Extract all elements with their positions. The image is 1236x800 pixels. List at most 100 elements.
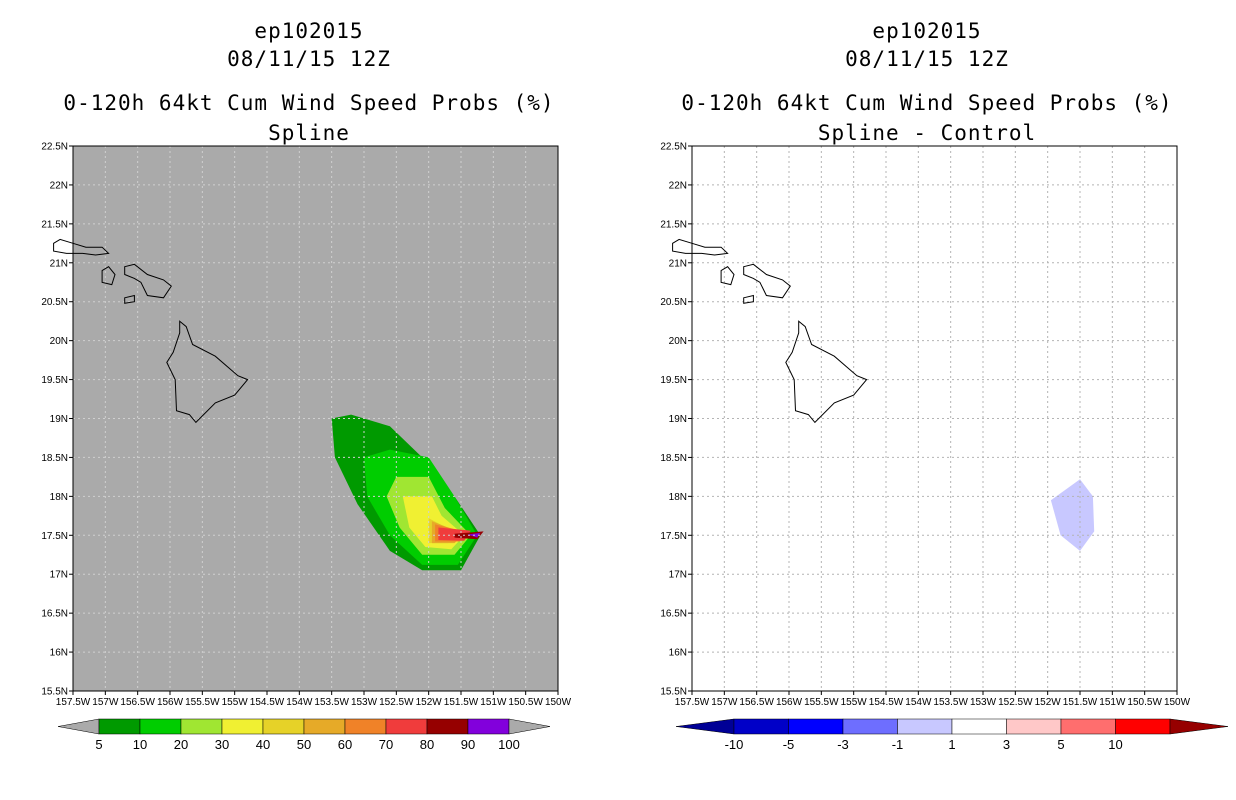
right-colorbar-label: 5 xyxy=(1057,737,1064,752)
left-ytick-label: 17.5N xyxy=(41,531,68,542)
left-xtick-label: 150.5W xyxy=(508,697,543,708)
left-title-line4: Spline xyxy=(268,121,350,145)
left-colorbar-box xyxy=(426,718,469,735)
right-xtick-label: 150.5W xyxy=(1127,697,1162,708)
left-coastline-1 xyxy=(101,266,116,286)
left-ytick-label: 21.5N xyxy=(41,219,68,230)
right-xtick-label: 151.5W xyxy=(1063,697,1098,708)
right-ytick-label: 21N xyxy=(669,258,687,269)
left-colorbar-box xyxy=(344,718,387,735)
left-colorbar-box xyxy=(262,718,305,735)
right-xtick-label: 150W xyxy=(1164,697,1191,708)
right-xtick-label: 151W xyxy=(1099,697,1126,708)
left-colorbar-box xyxy=(180,718,223,735)
right-title-line1: ep102015 xyxy=(872,19,982,43)
right-xtick-label: 153.5W xyxy=(933,697,968,708)
left-map-panel: 157.5W 157W 156.5W 156W 155.5W 155W 154.5W 154W… xyxy=(41,142,571,753)
left-xtick-label: 155.5W xyxy=(185,697,220,708)
left-ytick-label: 20N xyxy=(50,336,68,347)
left-xtick-label: 150W xyxy=(545,697,572,708)
left-colorbar-label: 100 xyxy=(498,737,520,752)
left-xtick-label: 155W xyxy=(222,697,249,708)
right-ytick-label: 20N xyxy=(669,336,687,347)
left-colorbar-label: 20 xyxy=(174,737,188,752)
left-title-line2: 08/11/15 12Z xyxy=(227,47,391,71)
right-xtick-label: 157.5W xyxy=(675,697,710,708)
right-colorbar-right-arrow xyxy=(1169,718,1229,735)
left-xtick-label: 153W xyxy=(351,697,378,708)
right-xtick-label: 155.5W xyxy=(804,697,839,708)
left-xtick-label: 157.5W xyxy=(56,697,91,708)
left-coastline-4 xyxy=(166,320,249,424)
right-xtick-label: 152W xyxy=(1035,697,1062,708)
left-colorbar-label: 50 xyxy=(297,737,311,752)
right-xtick-label: 155W xyxy=(841,697,868,708)
right-ytick-label: 17N xyxy=(669,570,687,581)
right-xtick-label: 156W xyxy=(776,697,803,708)
right-ytick-label: 20.5N xyxy=(660,297,687,308)
right-xtick-label: 157W xyxy=(711,697,738,708)
right-colorbar-left-arrow xyxy=(675,718,735,735)
right-xtick-label: 154W xyxy=(905,697,932,708)
left-colorbar-box xyxy=(98,718,141,735)
right-ytick-label: 16N xyxy=(669,648,687,659)
right-ytick-label: 18.5N xyxy=(660,453,687,464)
left-ytick-label: 22N xyxy=(50,180,68,191)
left-title-line3: 0-120h 64kt Cum Wind Speed Probs (%) xyxy=(63,91,555,115)
right-colorbar: -10 -5 -3 -1 1 3 5 10 xyxy=(675,718,1229,752)
right-colorbar-label: 10 xyxy=(1108,737,1122,752)
right-coastline-1 xyxy=(720,266,735,286)
right-xtick-label: 152.5W xyxy=(998,697,1033,708)
left-ytick-label: 18.5N xyxy=(41,453,68,464)
left-xtick-label: 153.5W xyxy=(314,697,349,708)
left-ytick-label: 20.5N xyxy=(41,297,68,308)
left-title-line1: ep102015 xyxy=(254,19,364,43)
left-colorbar-label: 30 xyxy=(215,737,229,752)
left-xtick-label: 152W xyxy=(416,697,443,708)
left-colorbar: 5 10 20 30 40 50 60 70 80 90 100 xyxy=(57,718,551,752)
left-colorbar-right-arrow xyxy=(508,718,551,735)
right-colorbar-box xyxy=(842,718,898,735)
left-colorbar-box xyxy=(221,718,264,735)
left-colorbar-label: 10 xyxy=(133,737,147,752)
right-title-line4: Spline - Control xyxy=(817,121,1037,145)
left-xtick-label: 156W xyxy=(157,697,184,708)
left-colorbar-label: 90 xyxy=(461,737,475,752)
left-colorbar-box xyxy=(139,718,182,735)
left-coastline-3 xyxy=(124,294,135,304)
right-xtick-label: 156.5W xyxy=(739,697,774,708)
right-colorbar-box xyxy=(788,718,844,735)
left-colorbar-label: 40 xyxy=(256,737,270,752)
right-colorbar-box xyxy=(1060,718,1116,735)
right-xtick-label: 153W xyxy=(970,697,997,708)
right-xtick-label: 154.5W xyxy=(869,697,904,708)
right-colorbar-label: -1 xyxy=(892,737,904,752)
left-xtick-label: 154.5W xyxy=(250,697,285,708)
left-xtick-label: 156.5W xyxy=(120,697,155,708)
left-xtick-label: 151W xyxy=(480,697,507,708)
right-colorbar-box xyxy=(1115,718,1171,735)
left-coastline-2 xyxy=(124,263,172,299)
right-colorbar-label: 3 xyxy=(1003,737,1010,752)
right-coastline-4 xyxy=(785,320,868,424)
left-plot-background xyxy=(73,146,558,691)
right-title-line3: 0-120h 64kt Cum Wind Speed Probs (%) xyxy=(681,91,1173,115)
right-ytick-label: 21.5N xyxy=(660,219,687,230)
left-colorbar-label: 70 xyxy=(379,737,393,752)
left-colorbar-left-arrow xyxy=(57,718,100,735)
left-ytick-label: 17N xyxy=(50,570,68,581)
right-ytick-label: 17.5N xyxy=(660,531,687,542)
right-colorbar-label: -3 xyxy=(837,737,849,752)
right-ytick-label: 22N xyxy=(669,180,687,191)
right-ytick-label: 18N xyxy=(669,492,687,503)
right-colorbar-box xyxy=(951,718,1007,735)
right-coastline-3 xyxy=(743,294,754,304)
right-colorbar-box xyxy=(1006,718,1062,735)
right-map-panel: 157.5W 157W 156.5W 156W 155.5W 155W 154.5W 154W… xyxy=(660,142,1229,752)
right-plot-background xyxy=(692,146,1177,691)
right-ytick-label: 19N xyxy=(669,414,687,425)
left-colorbar-box xyxy=(303,718,346,735)
right-ytick-label: 16.5N xyxy=(660,609,687,620)
left-ytick-label: 22.5N xyxy=(41,142,68,153)
